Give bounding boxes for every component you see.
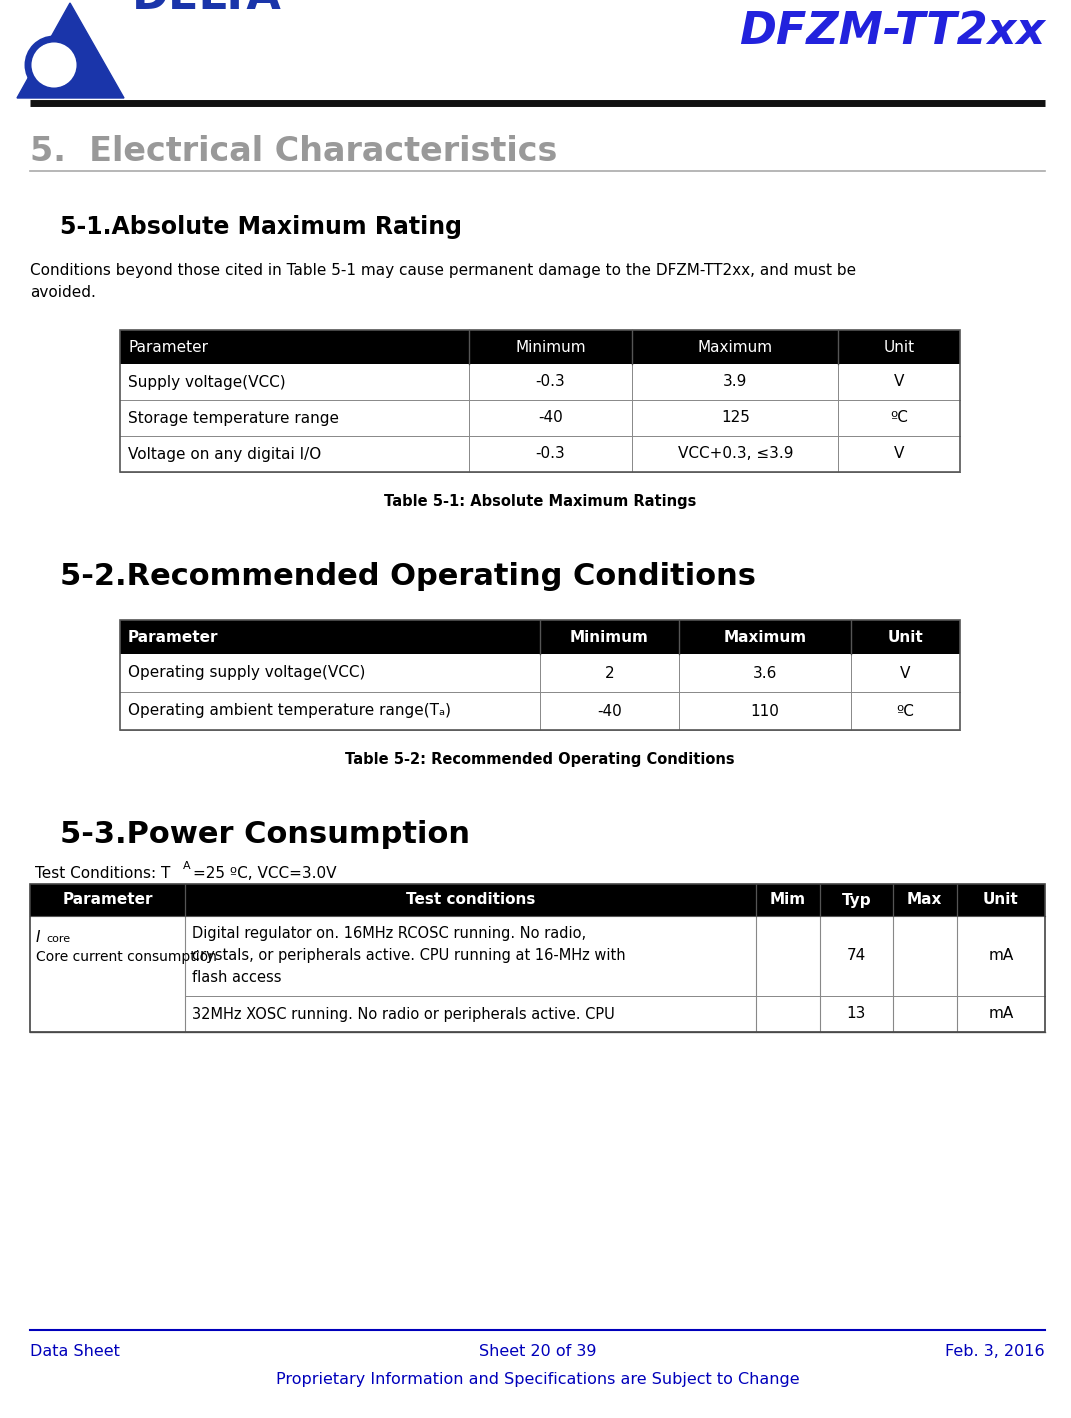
Bar	[120, 654, 960, 692]
Text: Table 5-2: Recommended Operating Conditions: Table 5-2: Recommended Operating Conditi…	[345, 752, 735, 767]
Text: Max: Max	[907, 892, 942, 908]
Text: Mim: Mim	[770, 892, 805, 908]
Text: 3.6: 3.6	[753, 665, 776, 681]
Text: 5.  Electrical Characteristics: 5. Electrical Characteristics	[30, 135, 557, 167]
Text: 32MHz XOSC running. No radio or peripherals active. CPU: 32MHz XOSC running. No radio or peripher…	[193, 1007, 615, 1021]
Text: Parameter: Parameter	[129, 630, 218, 645]
Text: Sheet 20 of 39: Sheet 20 of 39	[479, 1344, 597, 1358]
Text: -40: -40	[597, 703, 621, 719]
Text: -0.3: -0.3	[536, 374, 565, 390]
Text: 3.9: 3.9	[723, 374, 748, 390]
Text: 74: 74	[846, 949, 865, 963]
Text: Maximum: Maximum	[697, 339, 773, 354]
Text: Conditions beyond those cited in Table 5-1 may cause permanent damage to the DFZ: Conditions beyond those cited in Table 5…	[30, 262, 856, 278]
Bar	[120, 620, 960, 730]
Polygon shape	[17, 3, 124, 98]
Text: Storage temperature range: Storage temperature range	[129, 410, 340, 425]
Text: DELTA: DELTA	[132, 0, 282, 18]
Bar	[120, 364, 960, 400]
Bar	[30, 883, 1045, 916]
Ellipse shape	[42, 61, 56, 75]
Bar	[120, 330, 960, 364]
Text: ºC: ºC	[890, 410, 908, 425]
Bar	[30, 916, 1045, 1032]
Text: Supply voltage(VCC): Supply voltage(VCC)	[129, 374, 286, 390]
Text: 5-3.Power Consumption: 5-3.Power Consumption	[60, 820, 470, 849]
Text: Feb. 3, 2016: Feb. 3, 2016	[946, 1344, 1045, 1358]
Text: core: core	[46, 934, 70, 944]
Text: ºC: ºC	[896, 703, 915, 719]
Text: -0.3: -0.3	[536, 447, 565, 461]
Text: 2: 2	[604, 665, 614, 681]
Text: mA: mA	[989, 949, 1013, 963]
Text: avoided.: avoided.	[30, 285, 96, 301]
Text: Table 5-1: Absolute Maximum Ratings: Table 5-1: Absolute Maximum Ratings	[383, 493, 696, 509]
Bar	[120, 400, 960, 435]
Bar	[30, 883, 1045, 1032]
Text: V: V	[894, 447, 904, 461]
Text: Core current consumption: Core current consumption	[36, 950, 216, 964]
Text: Minimum: Minimum	[515, 339, 586, 354]
Text: Operating ambient temperature range(Tₐ): Operating ambient temperature range(Tₐ)	[129, 703, 451, 719]
Text: 13: 13	[846, 1007, 865, 1021]
Ellipse shape	[28, 40, 80, 91]
Text: 125: 125	[721, 410, 750, 425]
Bar	[120, 435, 960, 472]
Text: Unit: Unit	[884, 339, 915, 354]
Text: =25 ºC, VCC=3.0V: =25 ºC, VCC=3.0V	[193, 866, 336, 881]
Text: V: V	[894, 374, 904, 390]
Text: 5-1.Absolute Maximum Rating: 5-1.Absolute Maximum Rating	[60, 216, 462, 240]
Text: VCC+0.3, ≤3.9: VCC+0.3, ≤3.9	[678, 447, 793, 461]
Text: Typ: Typ	[842, 892, 871, 908]
Text: Proprietary Information and Specifications are Subject to Change: Proprietary Information and Specificatio…	[275, 1373, 799, 1387]
Text: DFZM-TT2xx: DFZM-TT2xx	[739, 10, 1045, 52]
Text: 5-2.Recommended Operating Conditions: 5-2.Recommended Operating Conditions	[60, 562, 756, 591]
Bar	[120, 692, 960, 730]
Text: Digital regulator on. 16MHz RCOSC running. No radio,
crystals, or peripherals ac: Digital regulator on. 16MHz RCOSC runnin…	[193, 926, 625, 986]
Text: Test Conditions: T: Test Conditions: T	[35, 866, 170, 881]
Bar	[120, 330, 960, 472]
Text: A: A	[183, 861, 191, 871]
Text: I: I	[36, 930, 41, 944]
Text: -40: -40	[538, 410, 563, 425]
Text: mA: mA	[989, 1007, 1013, 1021]
Text: Unit: Unit	[888, 630, 923, 645]
Text: Data Sheet: Data Sheet	[30, 1344, 120, 1358]
Text: Unit: Unit	[983, 892, 1019, 908]
Bar	[120, 620, 960, 654]
Text: Minimum: Minimum	[570, 630, 649, 645]
Text: V: V	[901, 665, 910, 681]
Text: 110: 110	[751, 703, 779, 719]
Text: Parameter: Parameter	[129, 339, 208, 354]
Text: Operating supply voltage(VCC): Operating supply voltage(VCC)	[129, 665, 365, 681]
Text: Test conditions: Test conditions	[406, 892, 536, 908]
Text: Maximum: Maximum	[723, 630, 806, 645]
Text: Parameter: Parameter	[62, 892, 153, 908]
Text: Voltage on any digitai I/O: Voltage on any digitai I/O	[129, 447, 321, 461]
